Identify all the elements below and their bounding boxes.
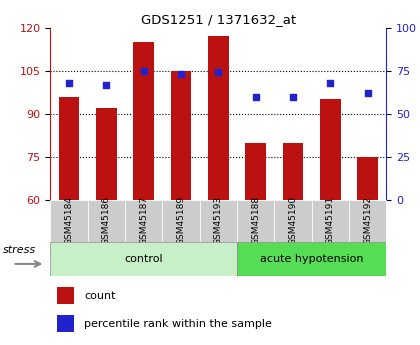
Bar [312,200,349,242]
Bar [50,241,237,276]
Bar [59,97,79,200]
Bar [200,200,237,242]
Text: GSM45186: GSM45186 [102,196,111,245]
Bar [125,200,163,242]
Text: count: count [84,290,116,300]
Bar [357,157,378,200]
Point [252,94,259,99]
Bar [57,315,74,332]
Bar [283,142,303,200]
Bar [163,200,200,242]
Bar [349,200,386,242]
Bar [245,142,266,200]
Text: GSM45193: GSM45193 [214,196,223,245]
Bar [237,241,386,276]
Bar [88,200,125,242]
Text: acute hypotension: acute hypotension [260,254,363,264]
Bar [320,99,341,200]
Bar [57,287,74,304]
Text: GSM45192: GSM45192 [363,196,372,245]
Text: GSM45189: GSM45189 [176,196,186,245]
Text: percentile rank within the sample: percentile rank within the sample [84,318,272,328]
Text: GSM45184: GSM45184 [65,196,73,245]
Text: GSM45191: GSM45191 [326,196,335,245]
Point [103,82,110,87]
Bar [134,42,154,200]
Bar [50,200,88,242]
Point [178,71,184,77]
Text: GSM45188: GSM45188 [251,196,260,245]
Text: control: control [124,254,163,264]
Point [140,68,147,73]
Point [365,90,371,96]
Bar [96,108,117,200]
Bar [171,71,192,200]
Point [215,70,222,75]
Text: GSM45187: GSM45187 [139,196,148,245]
Point [327,80,334,86]
Point [290,94,297,99]
Text: GSM45190: GSM45190 [289,196,297,245]
Point [66,80,72,86]
Title: GDS1251 / 1371632_at: GDS1251 / 1371632_at [141,13,296,27]
Text: stress: stress [3,245,36,255]
Bar [208,36,228,200]
Bar [274,200,312,242]
Bar [237,200,274,242]
